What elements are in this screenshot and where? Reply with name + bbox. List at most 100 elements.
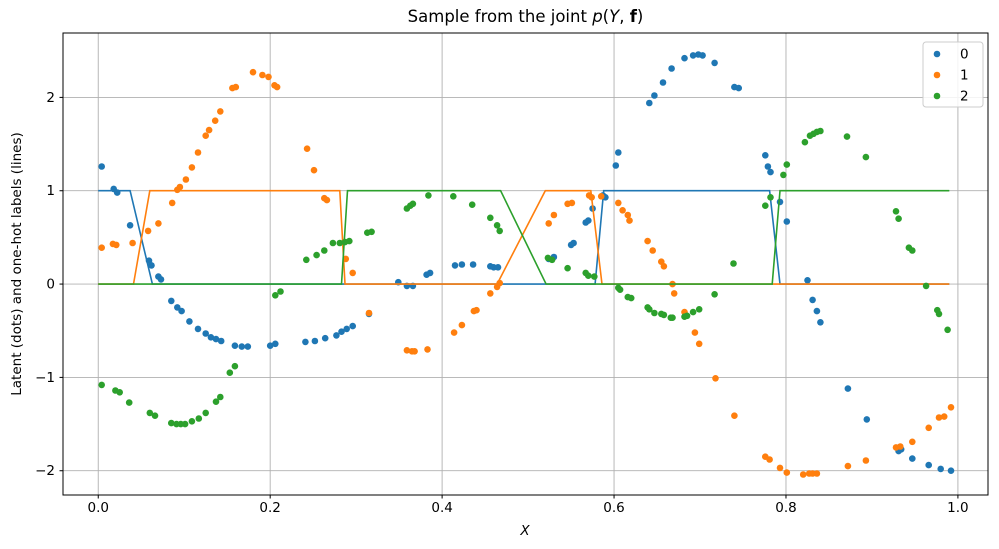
latent-dot-2 — [922, 282, 930, 290]
latent-dot-0 — [426, 269, 434, 277]
latent-dot-1 — [458, 321, 466, 329]
latent-dot-0 — [494, 264, 502, 271]
latent-dot-1 — [496, 279, 504, 287]
y-tick-label: −1 — [35, 370, 55, 386]
latent-dot-2 — [277, 288, 284, 295]
latent-dot-2 — [660, 311, 668, 319]
latent-dot-1 — [624, 211, 632, 219]
latent-dot-1 — [342, 255, 350, 263]
latent-dot-2 — [188, 418, 196, 425]
latent-dot-2 — [226, 369, 234, 377]
latent-dot-1 — [155, 220, 162, 227]
latent-dot-2 — [616, 286, 624, 294]
latent-dot-2 — [202, 409, 209, 417]
latent-dot-1 — [188, 164, 196, 171]
latent-dot-2 — [329, 239, 337, 247]
latent-dot-0 — [333, 332, 340, 339]
latent-dot-2 — [683, 312, 691, 320]
legend-marker-0 — [933, 50, 941, 58]
series-2-line — [98, 189, 950, 285]
latent-dot-1 — [844, 462, 852, 470]
latent-dot-0 — [126, 222, 134, 229]
latent-dot-2 — [801, 138, 809, 146]
latent-dot-0 — [266, 342, 274, 350]
latent-dot-0 — [272, 340, 279, 348]
latent-dot-0 — [98, 163, 105, 170]
one-hot-line-1 — [98, 189, 950, 285]
latent-dot-1 — [310, 166, 318, 174]
latent-dot-1 — [259, 71, 266, 79]
axes-spines — [62, 32, 989, 496]
latent-dot-2 — [336, 239, 344, 247]
latent-dot-2 — [767, 194, 774, 201]
x-tick-label: 0.8 — [775, 500, 796, 516]
latent-dot-1 — [588, 194, 595, 201]
latent-dot-1 — [473, 306, 480, 314]
latent-dot-0 — [689, 52, 697, 59]
latent-dot-1 — [909, 438, 916, 446]
y-tick-label: 2 — [46, 90, 55, 106]
latent-dot-2 — [843, 133, 851, 140]
latent-dot-0 — [615, 149, 622, 156]
latent-dot-2 — [548, 256, 556, 264]
latent-dot-2 — [409, 200, 417, 208]
latent-dot-2 — [321, 247, 328, 254]
title-var-symbol: Y — [609, 7, 620, 26]
latent-dot-2 — [944, 326, 951, 334]
latent-dot-1 — [176, 183, 184, 191]
legend-marker-1 — [933, 71, 941, 79]
latent-dot-1 — [424, 346, 431, 353]
latent-dot-2 — [627, 294, 635, 302]
latent-dot-2 — [496, 227, 504, 235]
latent-dot-1 — [98, 244, 105, 251]
latent-dot-1 — [265, 73, 272, 81]
latent-dot-2 — [450, 193, 457, 200]
latent-dot-1 — [597, 193, 605, 200]
latent-dot-1 — [947, 404, 955, 411]
legend-label-2: 2 — [960, 89, 969, 105]
latent-dot-0 — [783, 218, 791, 225]
latent-dot-0 — [813, 307, 821, 315]
latent-dot-1 — [799, 471, 807, 478]
latent-dot-0 — [451, 262, 459, 269]
latent-dot-2 — [935, 310, 943, 318]
latent-dot-1 — [626, 217, 633, 224]
latent-dot-0 — [338, 328, 345, 336]
latent-dot-2 — [895, 215, 902, 222]
legend: 0 1 2 — [922, 41, 984, 108]
latent-dot-0 — [244, 343, 252, 350]
latent-dot-0 — [947, 467, 955, 475]
y-tick-label: 0 — [46, 277, 55, 293]
latent-dot-0 — [809, 296, 816, 304]
latent-dot-0 — [804, 277, 811, 284]
latent-dot-2 — [125, 399, 133, 406]
latent-dot-0 — [764, 163, 772, 170]
latent-dot-2 — [695, 306, 703, 313]
latent-dot-1 — [766, 456, 773, 463]
latent-dot-0 — [349, 322, 357, 330]
latent-dot-1 — [925, 424, 932, 432]
latent-dot-1 — [194, 149, 202, 156]
latent-dot-1 — [935, 414, 943, 421]
latent-dot-1 — [660, 263, 668, 270]
latent-dot-1 — [129, 239, 136, 247]
legend-box — [922, 41, 984, 108]
latent-dot-1 — [202, 132, 209, 139]
latent-dot-2 — [591, 273, 598, 280]
latent-dot-2 — [313, 251, 320, 259]
latent-dot-1 — [182, 176, 190, 183]
latent-dot-2 — [146, 409, 154, 417]
latent-dot-2 — [669, 314, 676, 322]
latent-dot-1 — [144, 227, 152, 235]
latent-dot-1 — [731, 412, 738, 420]
legend-label-0: 0 — [960, 47, 969, 63]
latent-dot-0 — [302, 338, 309, 346]
latent-dot-0 — [651, 92, 658, 99]
latent-dot-0 — [767, 168, 774, 176]
plot-background — [63, 33, 988, 495]
latent-dot-0 — [646, 99, 653, 107]
latent-dot-2 — [168, 419, 175, 427]
latent-dot-0 — [231, 342, 239, 350]
latent-dot-0 — [817, 319, 824, 326]
